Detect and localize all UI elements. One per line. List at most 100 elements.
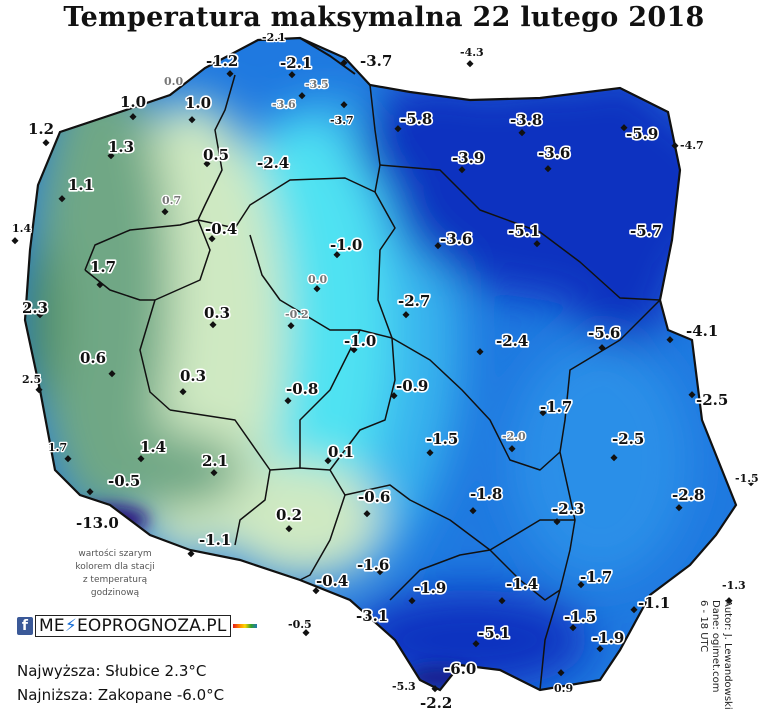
station-marker — [610, 454, 618, 462]
station-value: -2.0 — [502, 430, 526, 443]
station-marker — [58, 195, 66, 203]
station: -1.4 — [498, 573, 540, 605]
station-marker — [688, 391, 696, 399]
station: -1.0 — [328, 234, 364, 259]
station-marker — [596, 645, 604, 653]
station-marker — [557, 669, 565, 677]
station-value: -1.5 — [426, 430, 458, 448]
map-title: Temperatura maksymalna 22 lutego 2018 — [63, 2, 705, 33]
station: -2.0 — [501, 429, 527, 453]
station-marker — [298, 92, 306, 100]
station-marker — [569, 624, 577, 632]
station-marker — [285, 525, 293, 533]
station-marker — [340, 101, 348, 109]
station-value: 0.3 — [180, 367, 206, 385]
station-value: -4.3 — [460, 46, 484, 59]
station: 1.7 — [88, 256, 118, 289]
station-value: 0.5 — [203, 146, 229, 164]
station: -1.5 — [734, 471, 760, 487]
station-value: -0.6 — [358, 488, 390, 506]
station-marker — [518, 129, 526, 137]
station-marker — [408, 597, 416, 605]
station-marker — [533, 240, 541, 248]
station-marker — [137, 455, 145, 463]
station: -3.7 — [340, 50, 394, 72]
station: -2.3 — [550, 498, 586, 526]
station-value: -1.3 — [722, 579, 746, 592]
station: -1.9 — [408, 577, 448, 605]
station-marker — [577, 581, 585, 589]
station-value: 0.1 — [328, 443, 354, 461]
station-value: -2.1 — [262, 31, 286, 44]
station: -1.0 — [342, 330, 378, 354]
station: 0.1 — [324, 441, 356, 465]
station: -3.7 — [329, 101, 355, 128]
logo-suffix: EOPROGNOZA.PL — [76, 616, 227, 636]
station: -5.3 — [391, 679, 417, 695]
credits: Autor: J. Lewandowski Dane: ogimet.com 6… — [697, 600, 733, 715]
station: -1.9 — [590, 627, 626, 653]
author-credit: Autor: J. Lewandowski — [722, 600, 733, 710]
station-value: 1.4 — [12, 222, 31, 235]
station-marker — [402, 311, 410, 319]
facebook-icon[interactable]: f — [17, 617, 33, 635]
station: -4.1 — [666, 320, 720, 344]
station: -1.6 — [355, 554, 391, 576]
station-marker — [284, 397, 292, 405]
station-value: -4.1 — [686, 322, 718, 340]
station: 2.3 — [20, 297, 49, 318]
station-value: -0.4 — [205, 220, 237, 238]
station: -2.4 — [476, 330, 530, 356]
station-marker — [426, 449, 434, 457]
station-value: -0.2 — [285, 308, 309, 321]
station-marker — [476, 348, 484, 356]
station-marker — [11, 237, 19, 245]
station-value: -2.4 — [496, 332, 528, 350]
station: -3.5 — [304, 77, 330, 93]
station: -5.1 — [506, 220, 542, 248]
station: 0.0 — [307, 272, 329, 293]
station-marker — [333, 251, 341, 259]
station: 1.4 — [137, 436, 168, 463]
station-value: -1.1 — [638, 594, 670, 612]
station-value: -5.7 — [630, 222, 662, 240]
station-marker — [466, 60, 474, 68]
station-value: -4.7 — [680, 139, 704, 152]
station-value: 0.3 — [204, 304, 230, 322]
station-value: -1.0 — [330, 236, 362, 254]
station: -2.1 — [261, 30, 287, 46]
logo-text: ME⚡EOPROGNOZA.PL — [35, 615, 231, 637]
station: -5.8 — [394, 108, 434, 133]
meteoprognoza-logo[interactable]: f ME⚡EOPROGNOZA.PL — [17, 614, 257, 638]
station: -1.1 — [187, 529, 233, 558]
station-marker — [324, 457, 332, 465]
note-line: kolorem dla stacji — [75, 562, 155, 572]
note-line: godzinową — [90, 588, 140, 598]
color-scale-bar — [232, 624, 257, 628]
station-value: -1.1 — [199, 531, 231, 549]
station-value: -1.4 — [506, 575, 538, 593]
station: -1.7 — [538, 396, 574, 417]
station-marker — [394, 125, 402, 133]
station-marker — [553, 518, 561, 526]
station-marker — [376, 568, 384, 576]
station: -0.8 — [284, 378, 320, 405]
station-marker — [210, 469, 218, 477]
hel-peninsula — [299, 37, 356, 75]
station-marker — [302, 629, 310, 637]
station-marker — [261, 163, 269, 171]
station-marker — [458, 166, 466, 174]
station-value: -3.1 — [356, 607, 388, 625]
station: -1.2 — [204, 50, 240, 78]
station-value: 1.7 — [90, 258, 116, 276]
station-value: 1.7 — [48, 441, 67, 454]
country-border — [23, 36, 738, 692]
station-marker — [129, 113, 137, 121]
station-value: -3.7 — [330, 114, 354, 127]
station-marker — [287, 322, 295, 330]
station: -13.0 — [74, 512, 120, 533]
credits-text: Autor: J. Lewandowski Dane: ogimet.com 6… — [697, 600, 733, 710]
gray-values-note: wartości szarym kolorem dla stacji z tem… — [40, 548, 190, 600]
